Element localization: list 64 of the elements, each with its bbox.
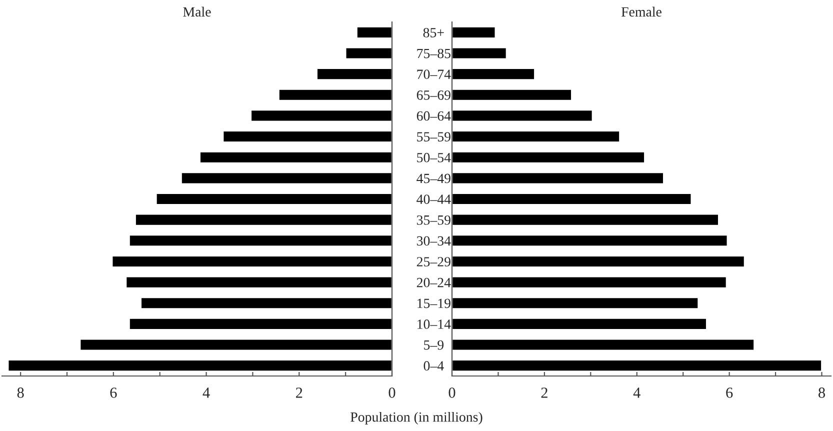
x-tick-label: 2: [296, 388, 302, 398]
bar: [125, 276, 392, 289]
y-tick-label: 20–24: [416, 278, 451, 288]
bar: [128, 234, 392, 248]
bar: [134, 213, 392, 226]
bar: [452, 296, 700, 310]
y-tick-label: 5–9: [424, 340, 444, 350]
y-tick-label: 50–54: [417, 152, 451, 162]
bar: [452, 68, 536, 80]
bar: [452, 338, 755, 352]
bar: [250, 109, 392, 122]
y-tick-label: 70–74: [417, 70, 451, 80]
y-tick-label: 65–69: [416, 90, 450, 100]
bar: [79, 338, 392, 352]
y-tick-label: 60–64: [416, 111, 451, 121]
bar: [452, 150, 646, 164]
bar: [222, 130, 392, 143]
bar: [140, 296, 392, 310]
bar: [452, 26, 496, 39]
bar: [278, 88, 392, 102]
y-tick-label: 15–19: [418, 298, 450, 308]
bar: [111, 255, 392, 268]
y-tick-label: 85+: [423, 28, 444, 38]
x-tick-label: 6: [726, 388, 733, 398]
bar: [344, 46, 392, 60]
y-tick-label: 55–59: [417, 132, 450, 142]
y-tick-label: 25–29: [416, 257, 450, 266]
bar: [452, 88, 572, 102]
x-tick-label: 6: [110, 388, 117, 398]
chart-title: Male: [183, 6, 211, 17]
x-tick-label: 0: [388, 388, 396, 398]
bar: [316, 68, 392, 80]
bar: [452, 130, 620, 143]
x-tick-label: 4: [202, 388, 210, 398]
bar: [452, 46, 508, 60]
bar: [128, 318, 392, 330]
bar: [180, 172, 392, 185]
y-tick-label: 75–85: [417, 48, 450, 58]
chart-title: Female: [621, 6, 662, 17]
x-tick-label: 8: [17, 388, 24, 398]
bar: [452, 192, 692, 206]
y-tick-label: 10–14: [418, 320, 451, 329]
bar: [452, 359, 822, 372]
x-tick-label: 0: [448, 388, 456, 398]
x-tick-label: 2: [541, 388, 548, 398]
y-tick-label: 30–34: [416, 236, 451, 246]
bar: [452, 213, 720, 226]
bar: [452, 172, 664, 185]
bar: [452, 109, 594, 122]
y-tick-label: 45–49: [416, 174, 450, 184]
y-tick-label: 40–44: [416, 194, 451, 204]
y-tick-label: 0–4: [424, 361, 444, 371]
bar: [7, 359, 392, 372]
bar: [452, 234, 728, 248]
x-tick-label: 4: [633, 388, 640, 398]
bar: [452, 255, 746, 268]
bar: [452, 276, 728, 289]
y-tick-label: 35–59: [416, 215, 450, 225]
bar: [155, 192, 392, 206]
bar: [452, 318, 708, 330]
bar: [199, 150, 392, 164]
x-tick-label: 8: [818, 388, 825, 398]
bar: [356, 26, 392, 39]
x-axis-title: Population (in millions): [350, 412, 482, 425]
